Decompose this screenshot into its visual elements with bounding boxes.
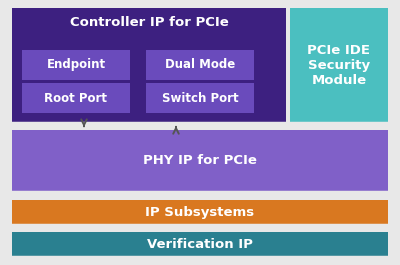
Text: Root Port: Root Port xyxy=(44,91,108,105)
Text: Controller IP for PCIe: Controller IP for PCIe xyxy=(70,16,228,29)
Text: Switch Port: Switch Port xyxy=(162,91,238,105)
Text: PCIe IDE
Security
Module: PCIe IDE Security Module xyxy=(308,44,370,87)
Bar xyxy=(22,50,130,80)
Bar xyxy=(146,83,254,113)
Bar xyxy=(12,200,388,225)
Bar xyxy=(22,83,130,113)
Text: Endpoint: Endpoint xyxy=(46,58,106,72)
Bar xyxy=(146,50,254,80)
Bar xyxy=(12,8,286,123)
Text: Verification IP: Verification IP xyxy=(147,238,253,251)
Text: IP Subsystems: IP Subsystems xyxy=(146,206,254,219)
Bar xyxy=(12,130,388,192)
Text: PHY IP for PCIe: PHY IP for PCIe xyxy=(143,154,257,167)
Bar xyxy=(12,232,388,257)
Text: Dual Mode: Dual Mode xyxy=(165,58,235,72)
Bar xyxy=(290,8,388,123)
